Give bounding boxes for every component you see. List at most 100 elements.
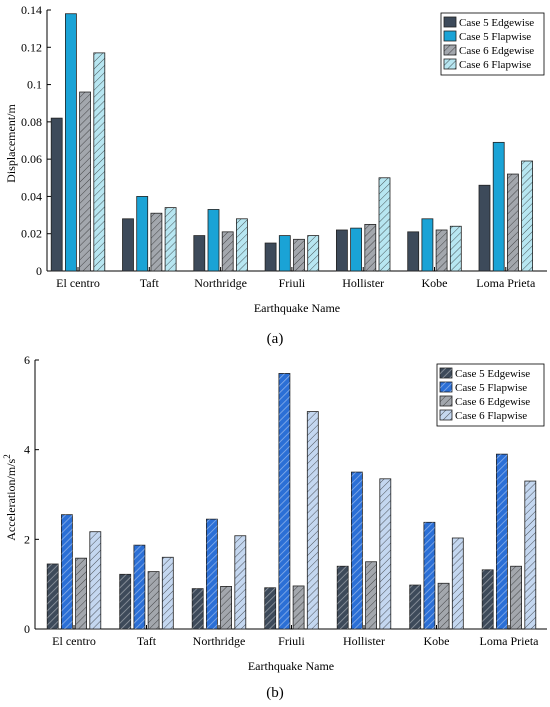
bar-hatch: [507, 174, 519, 271]
y-tick-label: 0.02: [21, 227, 42, 241]
y-axis-label-text: Displacement/m: [4, 104, 18, 183]
bar-hatch: [89, 531, 101, 629]
bar: [492, 141, 505, 272]
legend-box: [440, 12, 545, 76]
bar-hatch: [351, 472, 363, 629]
bar-hatch: [423, 522, 435, 629]
legend-label: Case 5 Flapwise: [459, 31, 531, 43]
bar-hatch: [436, 229, 448, 271]
bar: [207, 209, 220, 272]
figure-caption: (a): [267, 331, 284, 347]
x-tick-label: Northridge: [194, 276, 247, 290]
bar-hatch: [133, 545, 145, 629]
legend-swatch-hatch: [440, 396, 452, 406]
bar-hatch: [524, 481, 536, 629]
bar-hatch: [337, 566, 349, 629]
y-axis-label: Acceleration/m/s2: [2, 454, 18, 540]
y-axis-label-text: Acceleration/m/s: [4, 458, 18, 540]
y-tick-label: 0: [36, 264, 42, 278]
bar-hatch: [150, 213, 162, 271]
legend-label: Case 6 Flapwise: [455, 410, 527, 422]
legend-swatch-hatch: [440, 368, 452, 378]
bar-hatch: [206, 519, 218, 629]
bar-hatch: [278, 373, 290, 629]
legend-label: Case 5 Edgewise: [459, 17, 534, 29]
bar-hatch: [510, 566, 522, 629]
x-tick-label: Loma Prieta: [476, 276, 536, 290]
y-tick-label: 4: [24, 443, 30, 457]
bar-hatch: [364, 224, 376, 271]
bar-hatch: [79, 92, 91, 272]
x-tick-label: Loma Prieta: [480, 634, 540, 648]
bar-hatch: [450, 226, 462, 271]
x-tick-label: Northridge: [193, 634, 246, 648]
x-tick-label: Friuli: [278, 634, 305, 648]
y-tick-label: 0.08: [21, 115, 42, 129]
bar: [50, 117, 63, 272]
legend-label: Case 5 Edgewise: [455, 368, 530, 380]
bar-hatch: [75, 558, 87, 629]
y-tick-label: 0.1: [27, 78, 42, 92]
legend-swatch-hatch: [444, 45, 456, 55]
x-axis-label: Earthquake Name: [248, 659, 334, 673]
bar: [264, 242, 277, 272]
bar-hatch: [293, 239, 305, 271]
acceleration-chart: 0 2 4 6 El centro Taft Northridge Friuli Hollist…: [2, 353, 547, 701]
legend-label: Case 6 Edgewise: [459, 45, 534, 57]
x-tick-label: Kobe: [422, 276, 448, 290]
x-tick-label: El centro: [56, 276, 100, 290]
bar-hatch: [496, 454, 508, 629]
bar-hatch: [365, 561, 377, 629]
bar: [193, 235, 206, 272]
figure-caption: (b): [266, 685, 284, 701]
bar-hatch: [264, 587, 276, 629]
x-axis-label: Earthquake Name: [254, 301, 340, 315]
bar-hatch: [119, 574, 131, 629]
x-tick-label: Kobe: [424, 634, 450, 648]
bar: [278, 235, 291, 272]
y-tick-label: 6: [24, 353, 30, 367]
x-tick-label: Taft: [137, 634, 157, 648]
legend-swatch-hatch: [440, 382, 452, 392]
bar-hatch: [409, 585, 421, 629]
bar-hatch: [220, 586, 232, 629]
y-tick-label: 0.14: [21, 3, 42, 17]
bar-hatch: [234, 535, 246, 629]
bar: [407, 231, 420, 272]
x-tick-label: Friuli: [279, 276, 306, 290]
x-tick-label: Hollister: [342, 276, 384, 290]
y-tick-label: 0: [24, 622, 30, 636]
bar-hatch: [379, 478, 391, 629]
bar-hatch: [148, 571, 160, 629]
bar-hatch: [222, 231, 234, 271]
bar-hatch: [482, 569, 494, 629]
legend-box: [436, 363, 545, 427]
displacement-chart: 0 0.02 0.04 0.06 0.08 0.1 0.12 0.14 El centro Taf…: [4, 3, 547, 347]
bar: [478, 184, 491, 272]
legend-swatch: [443, 16, 457, 28]
bar-hatch: [47, 563, 59, 629]
bar: [421, 218, 434, 272]
y-tick-label: 2: [24, 532, 30, 546]
legend-label: Case 5 Flapwise: [455, 382, 527, 394]
bar-hatch: [93, 52, 105, 271]
x-tick-label: Taft: [140, 276, 160, 290]
y-axis-label-superscript: 2: [2, 454, 12, 459]
legend-label: Case 6 Edgewise: [455, 396, 530, 408]
bar: [335, 229, 348, 272]
legend-swatch-hatch: [444, 59, 456, 69]
bar-hatch: [192, 588, 204, 629]
legend-label: Case 6 Flapwise: [459, 59, 531, 71]
bar-hatch: [236, 218, 248, 271]
bar-hatch: [521, 161, 533, 271]
bar-hatch: [452, 537, 464, 629]
x-tick-label: El centro: [52, 634, 96, 648]
bar-hatch: [61, 514, 73, 629]
bar-hatch: [293, 585, 305, 629]
bar: [350, 227, 363, 272]
y-tick-label: 0.12: [21, 40, 42, 54]
bar-hatch: [162, 557, 174, 629]
y-axis-label: Displacement/m: [4, 104, 18, 183]
bar-hatch: [438, 583, 450, 629]
x-tick-label: Hollister: [343, 634, 385, 648]
